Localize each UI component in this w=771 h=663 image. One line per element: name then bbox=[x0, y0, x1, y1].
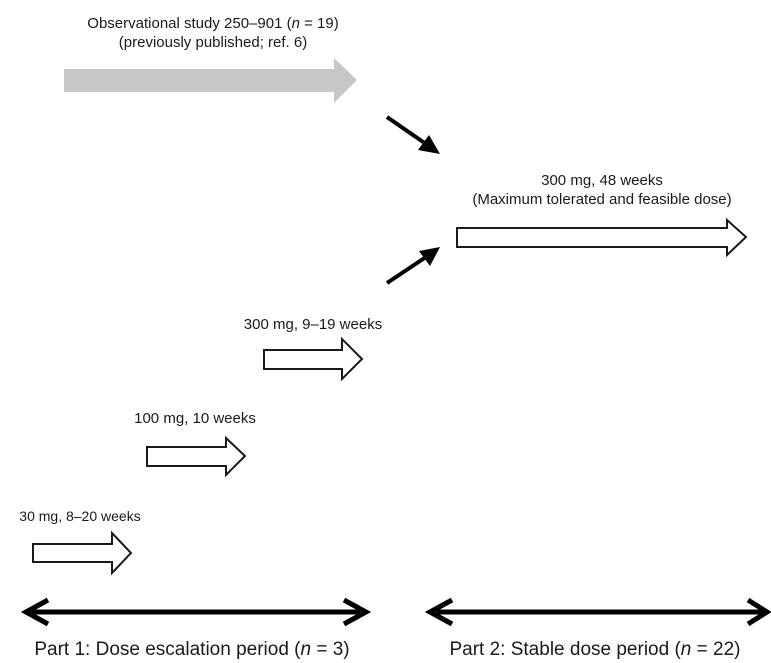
dose-100-arrow bbox=[146, 435, 247, 478]
n-symbol: n bbox=[300, 639, 312, 660]
n-symbol: n bbox=[680, 639, 692, 660]
stable-dose-title: 300 mg, 48 weeks bbox=[541, 172, 663, 189]
part2-period-arrow bbox=[424, 597, 771, 627]
stable-dose-label: 300 mg, 48 weeks (Maximum tolerated and … bbox=[452, 171, 752, 209]
connector-arrow-up bbox=[385, 247, 440, 285]
dose-300-label: 300 mg, 9–19 weeks bbox=[243, 316, 383, 333]
connector-arrow-down bbox=[385, 115, 440, 154]
dose-30-arrow bbox=[32, 530, 133, 576]
observational-study-label: Observational study 250–901 (n = 19) (pr… bbox=[40, 14, 386, 52]
stable-dose-arrow bbox=[456, 217, 748, 258]
part1-period-label: Part 1: Dose escalation period (n = 3) bbox=[34, 639, 350, 660]
observational-study-title: Observational study 250–901 (n = 19) bbox=[87, 15, 339, 32]
dose-300-arrow bbox=[263, 336, 364, 382]
observational-study-arrow bbox=[64, 58, 357, 103]
n-symbol: n bbox=[291, 15, 300, 32]
dose-30-label: 30 mg, 8–20 weeks bbox=[19, 508, 141, 524]
part2-period-label: Part 2: Stable dose period (n = 22) bbox=[449, 639, 741, 660]
dose-100-label: 100 mg, 10 weeks bbox=[134, 410, 256, 427]
part1-period-arrow bbox=[20, 597, 372, 627]
stable-dose-subtitle: (Maximum tolerated and feasible dose) bbox=[472, 191, 732, 208]
observational-study-reference: (previously published; ref. 6) bbox=[118, 34, 308, 51]
